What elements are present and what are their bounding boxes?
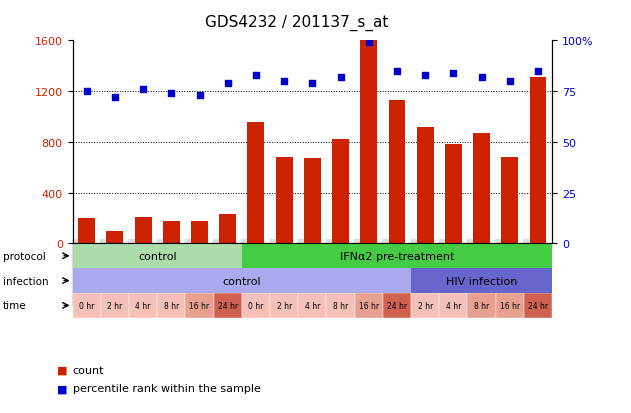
Text: 8 hr: 8 hr [474, 301, 489, 310]
Text: 4 hr: 4 hr [305, 301, 320, 310]
Bar [304, 159, 321, 244]
Bar [468, 293, 496, 318]
Bar [73, 268, 411, 293]
Bar [134, 217, 151, 244]
Bar [186, 293, 214, 318]
Text: 24 hr: 24 hr [387, 301, 407, 310]
Bar [101, 293, 129, 318]
Text: 24 hr: 24 hr [528, 301, 548, 310]
Text: infection: infection [3, 276, 49, 286]
Text: 2 hr: 2 hr [107, 301, 122, 310]
Point [476, 74, 487, 81]
Text: 0 hr: 0 hr [79, 301, 95, 310]
Text: 24 hr: 24 hr [218, 301, 238, 310]
Text: GDS4232 / 201137_s_at: GDS4232 / 201137_s_at [205, 14, 388, 31]
Bar [473, 134, 490, 244]
Bar [107, 231, 123, 244]
Point [533, 69, 543, 75]
Bar [326, 293, 355, 318]
Bar [129, 293, 157, 318]
Text: 4 hr: 4 hr [445, 301, 461, 310]
Text: 2 hr: 2 hr [276, 301, 292, 310]
Text: percentile rank within the sample: percentile rank within the sample [73, 383, 261, 393]
Point [449, 70, 459, 77]
Bar [383, 293, 411, 318]
Bar [298, 293, 326, 318]
Bar [502, 158, 518, 244]
Bar [360, 41, 377, 244]
Text: ■: ■ [57, 383, 68, 393]
Text: 16 hr: 16 hr [189, 301, 209, 310]
Point [307, 81, 317, 87]
Bar [439, 293, 468, 318]
Bar [389, 101, 406, 244]
Bar [242, 244, 552, 268]
Text: 4 hr: 4 hr [136, 301, 151, 310]
Text: time: time [3, 301, 27, 311]
Text: count: count [73, 365, 104, 375]
Bar [214, 293, 242, 318]
Point [505, 78, 515, 85]
Bar [332, 140, 349, 244]
Bar [416, 127, 433, 244]
Text: IFNα2 pre-treatment: IFNα2 pre-treatment [339, 251, 454, 261]
Bar [73, 244, 242, 268]
Bar [219, 215, 236, 244]
Bar [529, 78, 546, 244]
Point [363, 40, 374, 47]
Point [392, 69, 402, 75]
Point [420, 72, 430, 79]
Bar [411, 293, 439, 318]
Point [279, 78, 289, 85]
Bar [191, 222, 208, 244]
Point [110, 95, 120, 101]
Bar [78, 218, 95, 244]
Bar [445, 145, 462, 244]
Bar [157, 293, 186, 318]
Text: 16 hr: 16 hr [500, 301, 520, 310]
Bar [355, 293, 383, 318]
Text: protocol: protocol [3, 251, 46, 261]
Bar [496, 293, 524, 318]
Text: 8 hr: 8 hr [163, 301, 179, 310]
Text: 8 hr: 8 hr [333, 301, 348, 310]
Bar [270, 293, 298, 318]
Point [336, 74, 346, 81]
Bar [247, 122, 264, 244]
Bar [524, 293, 552, 318]
Point [166, 90, 176, 97]
Bar [163, 221, 180, 244]
Text: ■: ■ [57, 365, 68, 375]
Bar [242, 293, 270, 318]
Point [251, 72, 261, 79]
Text: HIV infection: HIV infection [446, 276, 517, 286]
Point [194, 93, 204, 99]
Bar [276, 158, 293, 244]
Text: control: control [223, 276, 261, 286]
Point [223, 81, 233, 87]
Point [81, 89, 91, 95]
Text: 16 hr: 16 hr [358, 301, 379, 310]
Text: 0 hr: 0 hr [248, 301, 264, 310]
Text: control: control [138, 251, 177, 261]
Point [138, 87, 148, 93]
Bar [411, 268, 552, 293]
Text: 2 hr: 2 hr [418, 301, 433, 310]
Bar [73, 293, 101, 318]
